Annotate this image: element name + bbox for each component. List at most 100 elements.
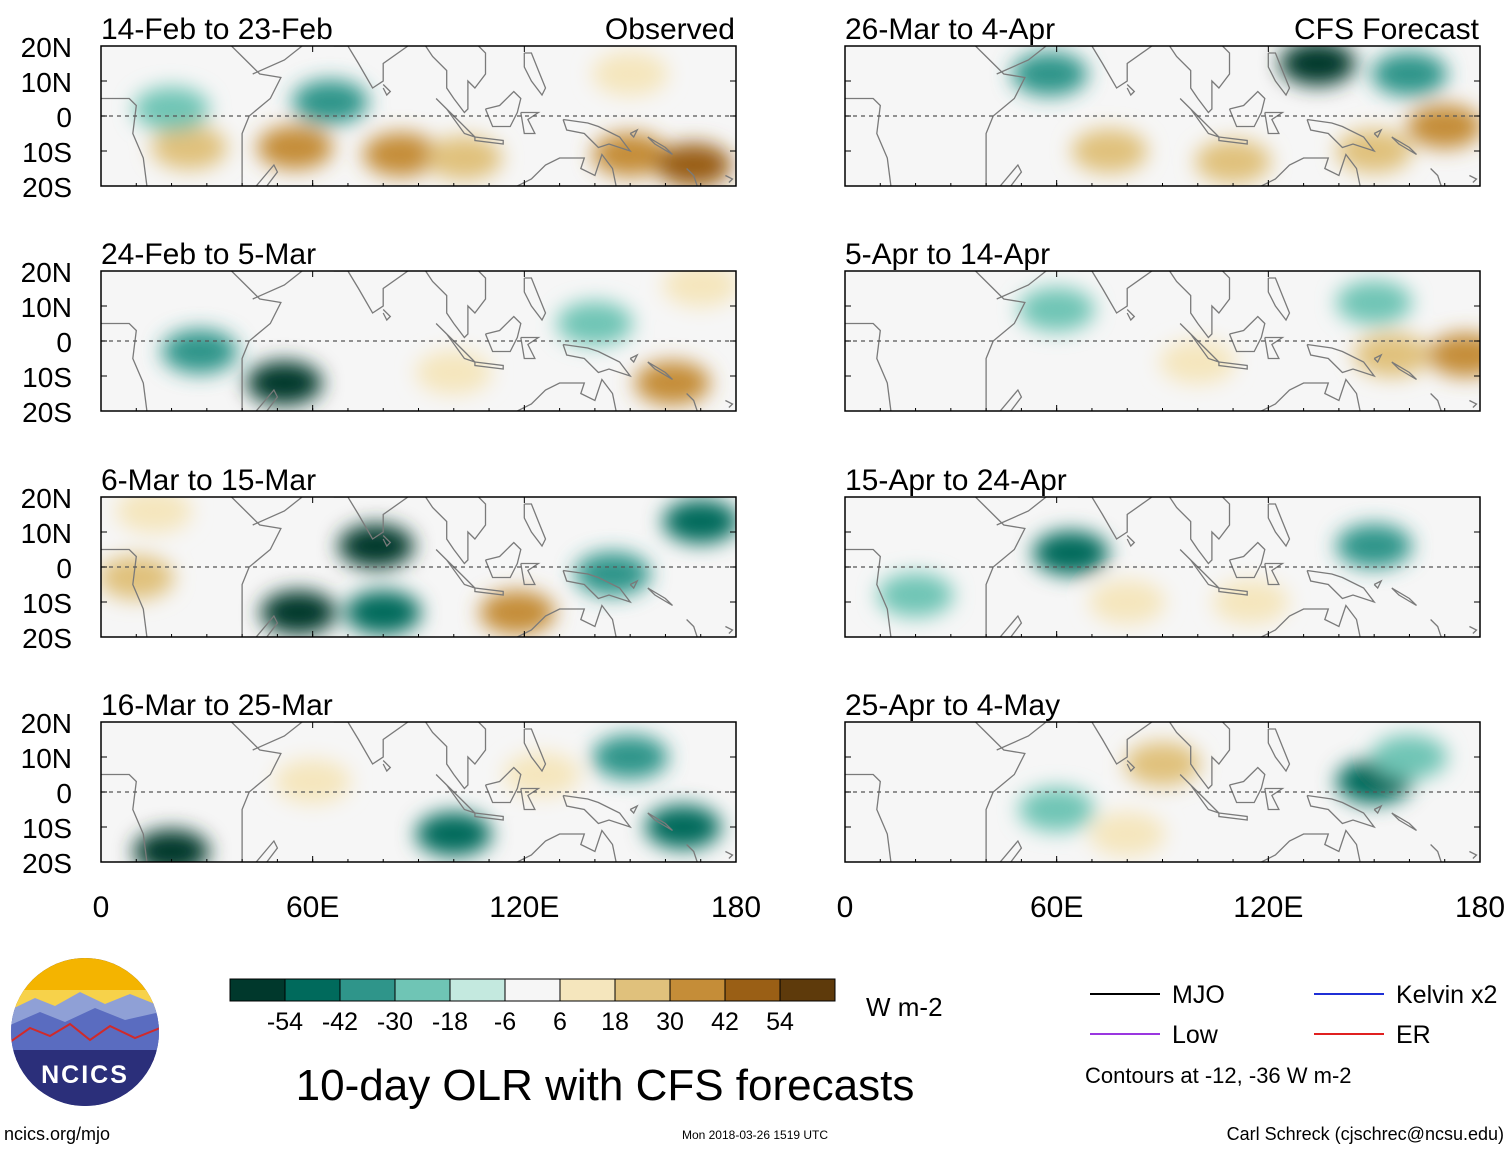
olr-anomaly-cell: [877, 573, 954, 617]
coastline: [523, 277, 547, 322]
coastline: [502, 604, 617, 637]
coastline: [1228, 766, 1266, 804]
panel-period-label: 16-Mar to 25-Mar: [101, 689, 333, 722]
coastline: [231, 46, 282, 186]
colorbar-swatch: [669, 978, 726, 1002]
y-tick-label: 10N: [21, 743, 72, 774]
coastline: [1264, 787, 1285, 811]
footer-url: ncics.org/mjo: [4, 1124, 110, 1144]
coastline: [562, 794, 632, 829]
coastline: [647, 361, 673, 381]
coastline: [425, 722, 487, 790]
coastline: [1469, 399, 1478, 408]
olr-anomaly-cell: [151, 125, 228, 170]
coastline: [484, 766, 522, 804]
coastline: [1228, 90, 1266, 128]
coastline: [562, 118, 632, 153]
coastline: [474, 812, 504, 821]
coastline: [425, 271, 487, 339]
coastline: [255, 388, 279, 411]
colorbar-tick-label: 18: [601, 1008, 629, 1036]
coastline: [999, 839, 1023, 862]
coastline: [523, 52, 547, 97]
coastline: [1228, 315, 1266, 353]
x-tick-label: 180: [1455, 891, 1505, 924]
coastline: [502, 829, 617, 862]
coastline: [1246, 153, 1361, 186]
coastline: [629, 804, 639, 815]
coastline: [1264, 111, 1285, 135]
legend-label: ER: [1396, 1021, 1431, 1049]
coastline: [425, 46, 487, 114]
coastline: [1267, 277, 1291, 322]
y-tick-label: 20N: [21, 483, 72, 514]
coastline: [1246, 829, 1361, 862]
colorbar-tick-label: 30: [656, 1008, 684, 1036]
legend-label: Low: [1172, 1021, 1219, 1049]
coastline: [1228, 541, 1266, 579]
x-tick-label: 180: [711, 891, 761, 924]
coastline: [484, 541, 522, 579]
y-tick-label: 10S: [22, 588, 72, 619]
y-tick-label: 0: [56, 327, 72, 358]
olr-anomaly-cell: [1371, 52, 1448, 96]
coastline: [474, 361, 504, 370]
coastline: [647, 587, 673, 607]
olr-anomaly-cell: [662, 271, 736, 307]
colorbar-swatch: [559, 978, 616, 1002]
coastline: [425, 497, 487, 565]
coastline: [382, 535, 392, 548]
olr-anomaly-cell: [1212, 580, 1289, 624]
coastline: [725, 850, 734, 859]
colorbar-tick-label: -54: [267, 1008, 303, 1036]
coastline: [1306, 118, 1376, 153]
coastline: [1126, 760, 1136, 773]
olr-anomaly-cell: [115, 497, 192, 533]
colorbar-units: W m-2: [866, 992, 943, 1022]
coastline: [845, 773, 892, 862]
y-tick-label: 20S: [22, 172, 72, 203]
coastline: [333, 271, 409, 314]
observed-panel-1: 14-Feb to 23-Feb Observed: [100, 13, 737, 187]
coastline: [382, 309, 392, 322]
y-tick-label: 10N: [21, 518, 72, 549]
coastline: [101, 773, 148, 862]
colorbar-swatch: [229, 978, 286, 1002]
coastline: [1264, 336, 1285, 360]
coastline: [1126, 535, 1136, 548]
coastline: [1267, 503, 1291, 548]
coastline: [1469, 850, 1478, 859]
colorbar-swatch: [724, 978, 781, 1002]
coastline: [1391, 136, 1417, 156]
colorbar-swatch: [394, 978, 451, 1002]
panel-period-label: 6-Mar to 15-Mar: [101, 464, 316, 497]
olr-anomaly-cell: [556, 301, 633, 346]
coastline: [975, 271, 1026, 411]
coastline: [382, 760, 392, 773]
colorbar-tick-label: 54: [766, 1008, 794, 1036]
olr-anomaly-cell: [1089, 580, 1166, 624]
coastline: [1218, 812, 1248, 821]
olr-anomaly-cell: [1336, 280, 1413, 325]
olr-anomaly-cell: [662, 499, 736, 544]
y-tick-label: 10S: [22, 362, 72, 393]
olr-anomaly-cell: [415, 812, 492, 856]
y-tick-label: 0: [56, 778, 72, 809]
olr-anomaly-cell: [260, 590, 337, 635]
colorbar-tick-label: -42: [322, 1008, 358, 1036]
olr-anomaly-cell: [1018, 787, 1095, 832]
olr-anomaly-cell: [415, 350, 492, 395]
olr-anomaly-cell: [1336, 524, 1413, 568]
olr-anomaly-cell: [1018, 287, 1095, 332]
coastline: [975, 46, 1026, 186]
coastline: [255, 614, 279, 637]
coastline: [1373, 804, 1383, 815]
olr-anomaly-cell: [1032, 531, 1109, 575]
olr-anomaly-cell: [1159, 340, 1236, 384]
coastline: [474, 587, 504, 596]
colorbar-tick-label: -18: [432, 1008, 468, 1036]
footer-timestamp: Mon 2018-03-26 1519 UTC: [682, 1128, 828, 1142]
coastline: [725, 174, 734, 183]
olr-anomaly-cell: [479, 590, 556, 635]
